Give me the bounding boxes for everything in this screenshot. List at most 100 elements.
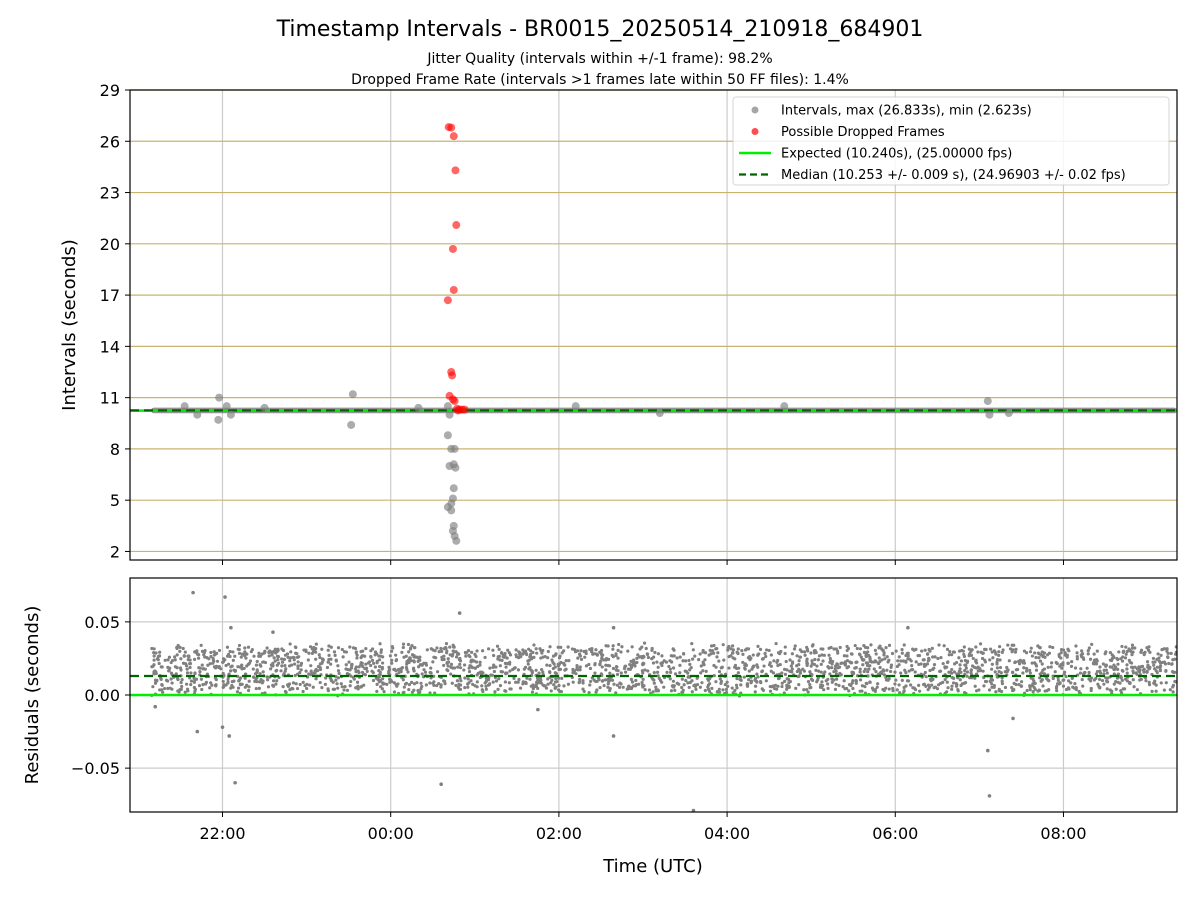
residual-point (622, 666, 627, 671)
residual-point (424, 663, 429, 667)
residual-point (783, 672, 787, 676)
residual-point (514, 655, 519, 659)
residual-point (954, 684, 959, 688)
residual-point (276, 658, 280, 662)
dropped-frame-point (443, 296, 452, 305)
residual-point (938, 669, 943, 673)
residual-point (599, 659, 603, 663)
residual-point (810, 659, 814, 663)
residual-point (178, 688, 182, 692)
residuals-xtick-label-3: 04:00 (704, 824, 750, 843)
residual-point (1013, 660, 1017, 664)
residual-point (798, 669, 802, 673)
residual-point (387, 665, 391, 669)
residual-point (484, 684, 488, 688)
residual-point (1070, 659, 1074, 664)
residual-point (522, 667, 526, 671)
residual-point (964, 666, 968, 670)
residual-point (965, 660, 969, 665)
residual-point (739, 683, 743, 687)
residual-point (1037, 688, 1041, 692)
intervals-ytick-label-6: 20 (100, 235, 120, 254)
residual-point (304, 669, 308, 673)
residual-point (624, 670, 628, 674)
residual-point (269, 667, 273, 671)
residual-point (549, 689, 553, 693)
residual-point (1058, 664, 1062, 668)
residual-point (1045, 653, 1050, 657)
legend-label-3: Median (10.253 +/- 0.009 s), (24.96903 +… (781, 168, 1126, 183)
residual-point (255, 668, 259, 672)
interval-point (985, 410, 994, 419)
residual-point (394, 653, 398, 657)
residual-point (783, 679, 787, 683)
residual-point (709, 652, 713, 656)
residual-point (664, 660, 669, 664)
residual-point (1019, 684, 1023, 688)
residual-point (160, 688, 164, 692)
residual-point (833, 687, 838, 691)
residual-point (877, 672, 881, 676)
residuals-xtick-label-5: 08:00 (1040, 824, 1086, 843)
residual-point (359, 663, 363, 667)
residual-point (170, 681, 174, 685)
residual-point (708, 648, 712, 652)
residual-point (865, 681, 869, 686)
residual-point (621, 685, 625, 689)
residual-point (576, 656, 580, 660)
residual-point (714, 647, 718, 651)
residual-point (747, 669, 751, 673)
residual-point (1166, 655, 1170, 660)
residual-point (178, 645, 182, 649)
residual-point (1033, 681, 1037, 685)
residual-point (297, 655, 301, 659)
residual-point (388, 680, 392, 684)
residual-point (906, 679, 911, 683)
residual-point (805, 659, 809, 663)
residual-point (914, 647, 918, 651)
residual-point (1153, 660, 1157, 664)
residual-point (284, 667, 288, 671)
residual-point (1057, 654, 1061, 659)
residual-point (473, 666, 477, 670)
residual-point (911, 647, 915, 651)
residual-point (214, 683, 218, 687)
residual-point (598, 662, 602, 666)
residual-point (1122, 649, 1126, 653)
residual-point (449, 662, 454, 666)
residual-point (296, 664, 300, 668)
residual-point (1158, 665, 1162, 670)
residual-point (1164, 669, 1168, 673)
residual-point (493, 690, 497, 694)
residual-point (1135, 667, 1139, 671)
residual-point (280, 647, 284, 651)
residual-point (500, 658, 504, 662)
residual-point (1165, 649, 1169, 653)
residual-point (377, 664, 382, 669)
residual-point (508, 653, 513, 657)
residual-point (1121, 687, 1125, 691)
residual-point (629, 686, 634, 691)
residual-point (1110, 689, 1114, 693)
residual-point (731, 644, 735, 648)
dropped-frame-point (451, 166, 460, 175)
residual-point (700, 681, 704, 685)
legend: Intervals, max (26.833s), min (2.623s)Po… (732, 96, 1170, 186)
residual-point (152, 663, 156, 667)
residual-point (508, 660, 512, 664)
residual-point (626, 649, 630, 653)
residual-point (364, 666, 369, 670)
residual-point (214, 677, 218, 682)
residual-point (354, 686, 358, 690)
residual-point (179, 680, 183, 685)
residual-point (698, 652, 702, 656)
residual-point (756, 644, 760, 648)
residual-point (629, 664, 633, 668)
residual-point (289, 650, 293, 654)
residual-point (314, 657, 318, 661)
residual-point (195, 729, 200, 734)
residual-point (858, 667, 862, 671)
residual-point (870, 686, 875, 690)
residual-point (747, 678, 751, 682)
